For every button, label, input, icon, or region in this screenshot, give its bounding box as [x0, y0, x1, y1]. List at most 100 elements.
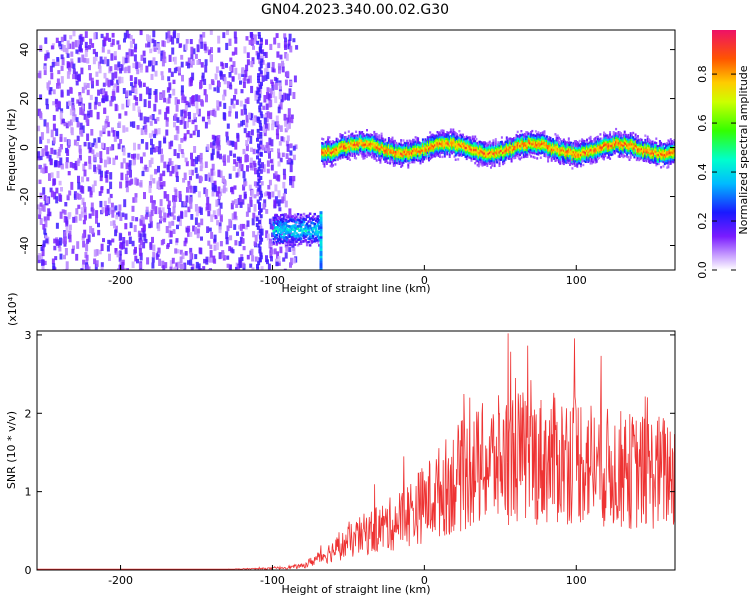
heatmap-cell	[482, 163, 485, 166]
heatmap-cell	[528, 148, 531, 152]
heatmap-cell	[50, 147, 54, 155]
heatmap-cell	[290, 235, 294, 238]
heatmap-cell	[418, 156, 421, 160]
heatmap-cell	[254, 234, 258, 242]
heatmap-cell	[462, 142, 464, 145]
heatmap-cell	[362, 141, 365, 145]
heatmap-cell	[446, 131, 449, 134]
heatmap-cell	[549, 136, 552, 140]
heatmap-cell	[318, 227, 321, 230]
heatmap-cell	[571, 158, 574, 161]
heatmap-cell	[318, 231, 321, 234]
heatmap-cell	[389, 140, 392, 143]
heatmap-cell	[606, 149, 609, 153]
heatmap-cell	[616, 132, 619, 135]
heatmap-cell	[626, 142, 629, 145]
heatmap-cell	[419, 144, 422, 147]
heatmap-cell	[129, 169, 132, 178]
heatmap-cell	[469, 138, 472, 141]
heatmap-cell	[313, 212, 316, 216]
heatmap-cell	[142, 166, 146, 172]
heatmap-cell	[436, 135, 439, 138]
heatmap-cell	[558, 143, 560, 146]
heatmap-cell	[287, 228, 291, 232]
heatmap-cell	[446, 133, 449, 136]
heatmap-cell	[547, 151, 550, 154]
heatmap-cell	[593, 142, 596, 145]
heatmap-cell	[250, 38, 254, 46]
heatmap-cell	[125, 240, 129, 247]
heatmap-cell	[53, 238, 57, 244]
heatmap-cell	[246, 78, 250, 84]
heatmap-cell	[68, 43, 72, 49]
heatmap-cell	[334, 147, 337, 151]
heatmap-cell	[637, 148, 639, 151]
heatmap-cell	[370, 134, 373, 137]
heatmap-cell	[577, 160, 580, 163]
heatmap-cell	[561, 146, 564, 149]
heatmap-cell	[398, 153, 401, 157]
heatmap-cell	[611, 150, 614, 154]
heatmap-cell	[605, 143, 608, 146]
heatmap-cell	[390, 158, 393, 161]
heatmap-cell	[71, 97, 75, 103]
heatmap-cell	[211, 163, 215, 171]
heatmap-cell	[103, 200, 107, 207]
heatmap-cell	[613, 138, 616, 142]
heatmap-cell	[333, 145, 336, 148]
heatmap-cell	[222, 32, 226, 39]
heatmap-cell	[440, 147, 443, 150]
heatmap-cell	[588, 146, 591, 149]
heatmap-cell	[274, 171, 278, 176]
heatmap-cell	[622, 142, 625, 145]
heatmap-cell	[148, 133, 152, 138]
heatmap-cell	[90, 202, 94, 209]
heatmap-cell	[152, 178, 156, 184]
heatmap-cell	[436, 150, 439, 154]
heatmap-cell	[151, 144, 155, 150]
heatmap-cell	[384, 143, 387, 146]
heatmap-cell	[452, 132, 455, 136]
heatmap-cell	[80, 207, 84, 214]
heatmap-cell	[150, 209, 154, 217]
heatmap-cell	[274, 235, 277, 239]
heatmap-cell	[442, 142, 445, 146]
heatmap-cell	[599, 153, 602, 156]
heatmap-cell	[43, 195, 47, 201]
heatmap-cell	[93, 101, 97, 110]
heatmap-cell	[424, 138, 427, 141]
heatmap-cell	[552, 153, 554, 156]
heatmap-cell	[102, 238, 105, 243]
heatmap-cell	[241, 262, 245, 268]
heatmap-cell	[623, 154, 626, 158]
heatmap-cell	[290, 257, 293, 266]
heatmap-cell	[492, 154, 495, 158]
heatmap-cell	[559, 155, 562, 159]
heatmap-cell	[38, 164, 42, 170]
heatmap-cell	[311, 230, 315, 234]
heatmap-cell	[469, 149, 472, 153]
heatmap-cell	[639, 140, 642, 143]
heatmap-cell	[217, 82, 221, 88]
heatmap-cell	[118, 253, 122, 262]
heatmap-cell	[226, 255, 230, 260]
heatmap-cell	[386, 161, 389, 164]
heatmap-cell	[531, 145, 534, 148]
heatmap-cell	[624, 151, 627, 154]
heatmap-cell	[88, 213, 92, 219]
heatmap-cell	[335, 148, 338, 152]
heatmap-cell	[454, 134, 457, 137]
heatmap-cell	[526, 131, 529, 134]
heatmap-cell	[582, 152, 585, 156]
heatmap-cell	[391, 136, 394, 139]
heatmap-cell	[603, 151, 605, 154]
heatmap-cell	[458, 143, 461, 146]
heatmap-cell	[59, 211, 63, 219]
heatmap-cell	[622, 133, 625, 137]
heatmap-cell	[594, 143, 597, 146]
heatmap-cell	[453, 131, 456, 134]
heatmap-cell	[564, 149, 567, 152]
heatmap-cell	[284, 221, 288, 225]
heatmap-cell	[275, 229, 278, 233]
heatmap-cell	[395, 155, 398, 158]
